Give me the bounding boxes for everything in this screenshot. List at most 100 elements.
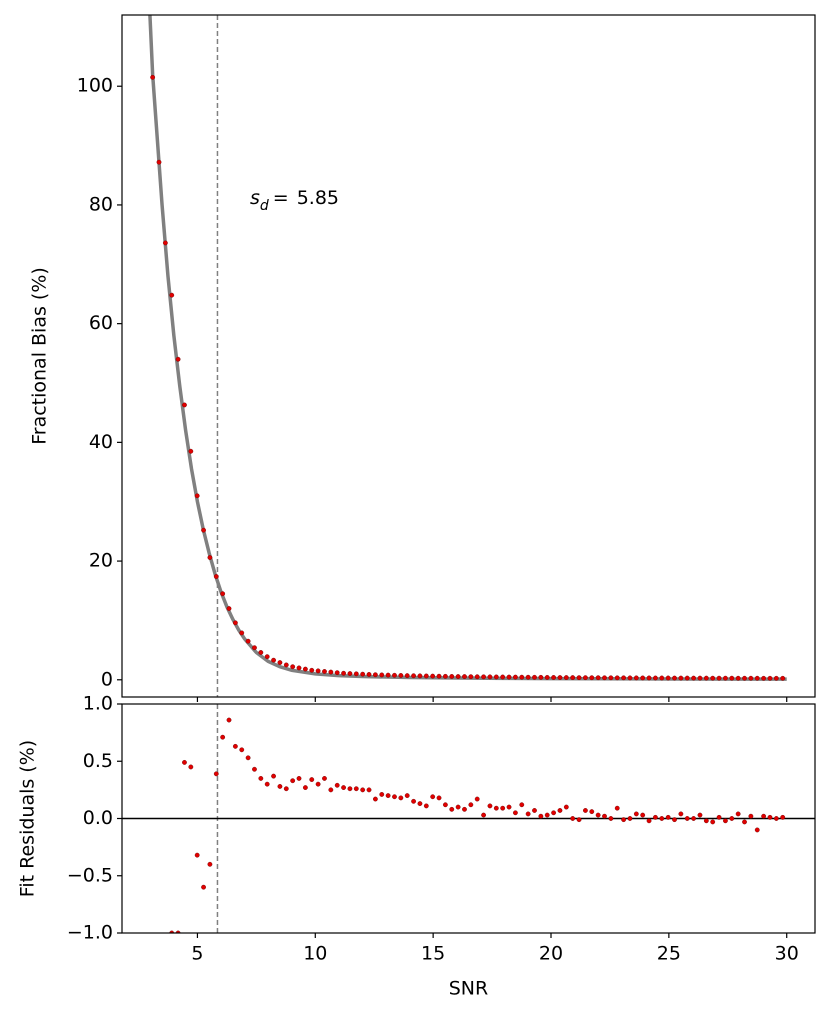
data-point [379, 672, 385, 678]
data-point [595, 675, 601, 681]
data-point [697, 812, 703, 818]
data-point [773, 816, 779, 821]
data-point [659, 675, 665, 681]
data-point [226, 606, 232, 611]
data-point [411, 798, 416, 804]
data-point [633, 675, 639, 681]
fit-curve [148, 15, 787, 681]
axes-frame [121, 14, 816, 698]
data-point [341, 785, 346, 790]
data-point [716, 675, 722, 681]
y-axis-label: Fit Residuals (%) [17, 740, 39, 897]
data-point [748, 813, 754, 819]
x-tick-label: 10 [303, 943, 327, 965]
data-point [169, 292, 175, 298]
data-point [525, 811, 531, 817]
data-point [398, 795, 404, 801]
data-point [525, 674, 531, 680]
data-point [468, 674, 474, 680]
y-tick-label: 60 [89, 312, 113, 334]
data-point [398, 673, 404, 678]
data-point [500, 805, 506, 811]
data-point [602, 813, 607, 819]
data-point [653, 814, 658, 820]
data-point [239, 747, 245, 753]
data-point [710, 675, 716, 681]
data-point [201, 527, 206, 533]
annotation-relation: = [273, 187, 289, 209]
data-point [264, 654, 270, 660]
data-point [551, 675, 556, 680]
data-point [563, 675, 569, 680]
data-point [754, 675, 760, 681]
data-point [716, 814, 722, 820]
data-point [576, 817, 582, 823]
data-point [563, 804, 569, 810]
data-point [506, 804, 512, 810]
data-point [780, 675, 786, 681]
data-point [691, 675, 697, 681]
data-point [500, 674, 506, 680]
data-point [194, 852, 200, 858]
data-point [570, 816, 576, 821]
data-point [264, 781, 270, 787]
data-point [220, 591, 226, 597]
annotation-symbol: s [250, 187, 260, 209]
data-point [201, 884, 206, 890]
data-point [271, 657, 276, 663]
data-point [748, 675, 754, 681]
x-tick-label: 20 [539, 943, 563, 965]
data-point [411, 673, 416, 679]
data-point [347, 786, 353, 792]
data-point [653, 675, 658, 681]
data-point [315, 781, 321, 787]
data-point [697, 675, 703, 681]
data-point [290, 778, 296, 784]
x-tick-label: 30 [775, 943, 799, 965]
data-point [353, 671, 359, 677]
data-point [462, 674, 467, 679]
data-point [589, 675, 595, 681]
data-point [290, 664, 296, 670]
x-tick-label: 25 [657, 943, 681, 965]
y-tick-label: −1.0 [67, 922, 113, 944]
y-tick-label: 100 [77, 75, 113, 97]
data-point [296, 776, 302, 781]
data-point [455, 674, 461, 679]
data-point [481, 674, 486, 680]
data-point [672, 817, 677, 823]
data-point [449, 806, 455, 812]
data-point [621, 675, 626, 681]
data-point [188, 448, 194, 454]
data-point [659, 816, 665, 821]
data-point [436, 673, 442, 679]
data-point [557, 675, 563, 680]
data-point [493, 674, 499, 680]
data-point [328, 669, 334, 675]
data-point [436, 795, 442, 801]
data-point [519, 802, 525, 808]
data-point [608, 675, 614, 681]
data-point [347, 671, 353, 676]
y-axis-label: Fractional Bias (%) [29, 267, 51, 445]
data-point [226, 717, 232, 723]
data-point [557, 808, 563, 813]
y-tick-label: 0.5 [83, 750, 113, 772]
data-point [532, 808, 537, 813]
y-tick-label: 80 [89, 193, 113, 215]
data-point [404, 673, 410, 679]
data-point [608, 816, 614, 821]
data-point [583, 675, 588, 681]
data-point [366, 787, 372, 793]
data-point [283, 786, 289, 792]
y-tick-label: −0.5 [67, 864, 113, 886]
data-point [678, 675, 684, 681]
data-point [640, 812, 646, 818]
data-point [614, 805, 620, 811]
data-point [646, 818, 652, 824]
data-point [487, 674, 493, 680]
data-point [735, 811, 741, 817]
data-point [474, 674, 480, 680]
data-point [283, 662, 289, 668]
